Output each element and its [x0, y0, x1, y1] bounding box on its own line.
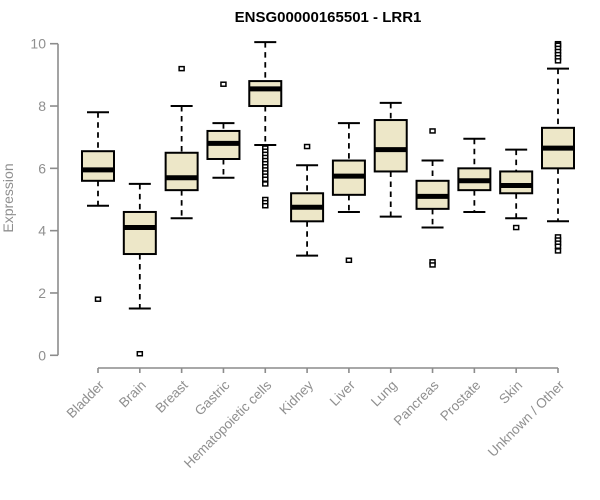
boxplot-gastric: [206, 81, 241, 179]
x-tick-label-breast: Breast: [153, 377, 191, 415]
boxplot-unknown-other: [541, 40, 575, 254]
boxplot-hematopoietic-cells: [248, 41, 283, 209]
outlier-point: [178, 65, 185, 72]
x-tick-label-brain: Brain: [116, 378, 149, 411]
x-tick-label-lung: Lung: [368, 378, 400, 410]
y-tick-label: 0: [38, 347, 46, 363]
x-tick-label-unknown-other: Unknown / Other: [485, 377, 568, 460]
outlier-point: [303, 143, 311, 150]
outlier-point: [554, 248, 562, 254]
iqr-box: [122, 210, 157, 256]
outlier-point: [262, 176, 269, 182]
x-tick-label-skin: Skin: [496, 378, 525, 407]
outlier-point: [554, 243, 562, 249]
outlier-point: [429, 128, 436, 134]
x-tick-label-pancreas: Pancreas: [391, 377, 442, 428]
outlier-point: [94, 296, 102, 302]
outlier-point: [136, 350, 144, 357]
iqr-box: [81, 150, 115, 182]
boxplot-breast: [164, 65, 199, 220]
iqr-box: [248, 80, 283, 108]
boxplot-skin: [499, 148, 534, 231]
boxplot-pancreas: [415, 128, 450, 268]
boxplot-kidney: [290, 143, 325, 257]
outlier-point: [220, 81, 227, 87]
x-tick-label-gastric: Gastric: [192, 377, 233, 418]
iqr-box: [499, 170, 534, 195]
x-tick-label-prostate: Prostate: [437, 378, 483, 424]
iqr-box: [373, 119, 408, 173]
chart-title: ENSG00000165501 - LRR1: [234, 9, 422, 26]
outlier-point: [429, 262, 436, 268]
y-tick-label: 10: [30, 36, 46, 52]
outlier-point: [512, 224, 520, 231]
iqr-box: [164, 151, 199, 192]
y-tick-label: 4: [38, 223, 46, 239]
boxplot-bladder: [81, 111, 115, 302]
boxplot-brain: [122, 182, 157, 357]
boxplot-lung: [373, 101, 408, 218]
x-tick-label-kidney: Kidney: [276, 377, 316, 417]
y-tick-label: 8: [38, 98, 46, 114]
outlier-point: [554, 58, 562, 64]
outlier-point: [262, 202, 269, 209]
y-tick-label: 2: [38, 285, 46, 301]
outlier-point: [345, 257, 353, 264]
outlier-point: [262, 181, 269, 187]
y-tick-label: 6: [38, 160, 46, 176]
boxplot-prostate: [457, 137, 492, 213]
x-tick-label-bladder: Bladder: [64, 377, 108, 421]
x-tick-label-liver: Liver: [327, 377, 359, 409]
boxplot-liver: [331, 122, 366, 264]
